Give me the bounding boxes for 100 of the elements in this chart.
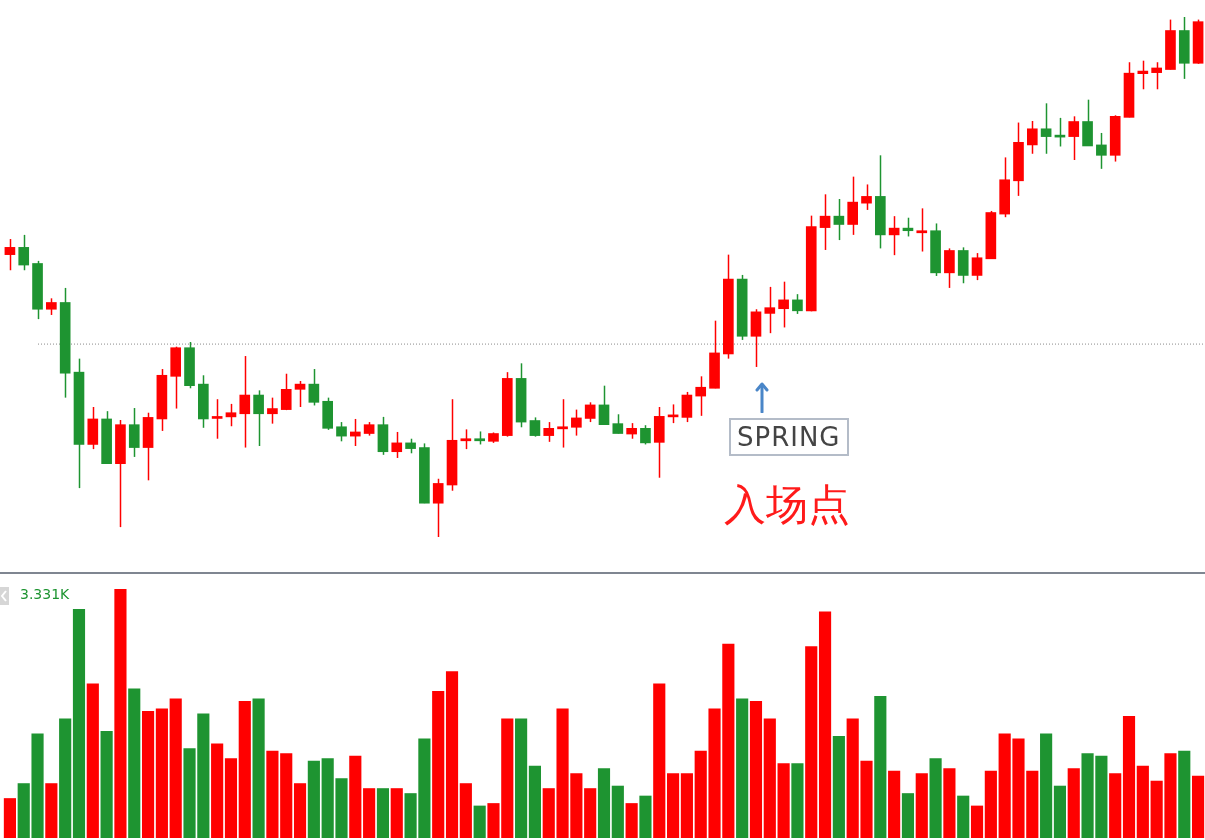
bar (639, 795, 652, 838)
bar (252, 698, 265, 838)
candlestick (695, 375, 707, 417)
candlestick (1096, 132, 1107, 170)
bar (128, 688, 141, 838)
bar (390, 788, 403, 838)
candlestick (391, 431, 403, 459)
candlestick (1137, 59, 1149, 91)
candlestick (778, 280, 789, 329)
bar (625, 803, 638, 838)
candlestick (944, 247, 955, 289)
bar (155, 708, 168, 838)
annotation: SPRING (729, 418, 849, 456)
bar (777, 763, 790, 838)
candlestick (847, 175, 859, 236)
bar (515, 718, 528, 838)
candlestick (1026, 120, 1038, 155)
candlestick (1151, 61, 1162, 91)
candlestick (211, 398, 223, 440)
bar (832, 735, 845, 838)
candlestick (308, 368, 320, 407)
annotation: 入场点 (724, 479, 850, 531)
bar (805, 646, 818, 838)
bar (363, 788, 376, 838)
bar (45, 783, 58, 838)
candlestick (336, 421, 347, 443)
bar (888, 770, 901, 838)
bar (211, 743, 224, 838)
bar (473, 805, 486, 838)
bar (266, 750, 279, 838)
candlestick (571, 408, 582, 437)
candlestick (584, 401, 596, 423)
bar (1192, 775, 1205, 838)
candlestick (280, 372, 292, 411)
bar (114, 589, 127, 838)
bar (597, 768, 611, 838)
candlestick (861, 183, 872, 211)
bar (680, 773, 693, 838)
candlestick (640, 424, 651, 446)
bar (307, 760, 320, 838)
candlestick (1068, 115, 1080, 161)
candlestick (916, 207, 928, 253)
bar (791, 763, 804, 838)
bar (1109, 773, 1122, 838)
bar (1122, 715, 1136, 838)
bar (293, 783, 307, 838)
bar (874, 696, 887, 838)
bar (929, 758, 942, 838)
bar (1053, 785, 1067, 838)
bar (224, 758, 238, 838)
bar (915, 773, 928, 838)
candlestick (833, 198, 845, 241)
candlestick (764, 286, 776, 334)
bar (86, 683, 99, 838)
candlestick (819, 193, 831, 251)
candlestick (529, 416, 541, 438)
bar (445, 671, 459, 838)
bar (59, 718, 72, 838)
bar (984, 770, 997, 838)
bar (459, 783, 472, 838)
bar (349, 755, 362, 838)
bar (818, 611, 832, 838)
bar (141, 711, 155, 838)
bar (1067, 768, 1080, 838)
candlestick (267, 396, 278, 425)
candlestick (557, 398, 568, 449)
bar (280, 753, 293, 838)
bar (957, 795, 970, 838)
candlestick (128, 407, 140, 458)
bar (1178, 750, 1191, 838)
bar (376, 788, 390, 838)
bar (1136, 765, 1149, 838)
candlestick (239, 355, 251, 449)
bar (528, 765, 541, 838)
bar (432, 691, 445, 838)
bar (584, 788, 597, 838)
candlestick (612, 413, 624, 435)
bar (943, 768, 956, 838)
bar (763, 718, 776, 838)
candlestick (294, 380, 306, 408)
bar (3, 798, 16, 838)
candlestick (971, 252, 983, 281)
bar (169, 698, 182, 838)
bar (736, 698, 749, 838)
bar (72, 608, 86, 838)
candlestick (681, 391, 693, 423)
bar (667, 773, 680, 838)
bar (1040, 733, 1053, 838)
bar (901, 793, 915, 838)
candlestick (4, 238, 16, 271)
candlestick (432, 478, 444, 538)
bar (970, 805, 984, 838)
candlestick (1040, 102, 1052, 155)
bar (611, 785, 624, 838)
candlestick (18, 234, 30, 271)
candlestick (792, 293, 803, 315)
candlestick (460, 428, 472, 450)
candlestick (543, 421, 555, 443)
candlestick (598, 384, 610, 426)
annotation: 3.331K (20, 586, 70, 602)
